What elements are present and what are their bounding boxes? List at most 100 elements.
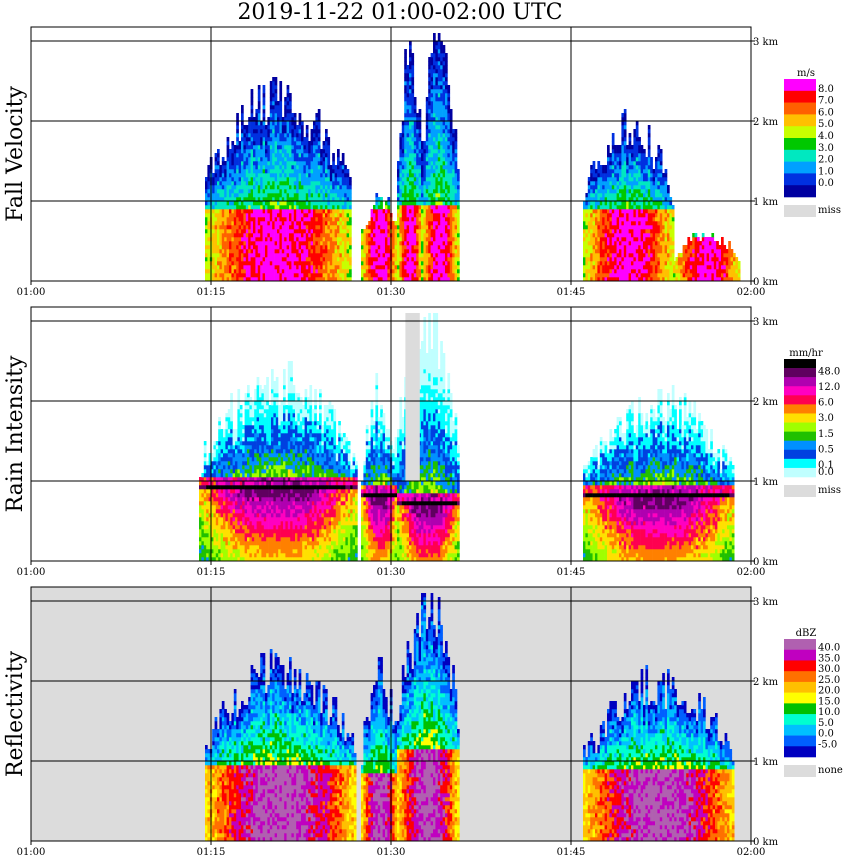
legend-swatch xyxy=(784,90,816,103)
legend: mm/hr 48.0 12.0 6.0 3.0 1.5 0.5 0.10.0 miss xyxy=(784,348,841,497)
panel-ylabel: Reflectivity xyxy=(3,650,28,777)
panel-reflectivity: 0 km 1 km 2 km 3 km 01:00 01:15 01:30 01:45 02:0… xyxy=(3,586,843,858)
legend-label: 25.0 xyxy=(818,675,840,686)
legend-swatch xyxy=(784,649,816,661)
y-tick-label: 0 km xyxy=(753,557,779,568)
y-tick-label: 3 km xyxy=(753,317,779,328)
legend-label: 0.0 xyxy=(818,467,834,478)
x-tick-label: 01:45 xyxy=(557,567,586,578)
panel-fall-velocity: 0 km 1 km 2 km 3 km 01:00 01:15 01:30 01:45 02:0… xyxy=(3,26,841,298)
legend-swatch xyxy=(784,724,816,736)
y-tick-label: 2 km xyxy=(753,677,779,688)
legend-swatch xyxy=(784,458,816,469)
legend-label: 15.0 xyxy=(818,696,840,707)
x-tick-label: 02:00 xyxy=(737,847,766,858)
legend-label: 3.0 xyxy=(818,413,834,424)
legend-swatch xyxy=(784,368,816,378)
panel-rain-intensity: 0 km 1 km 2 km 3 km 01:00 01:15 01:30 01:45 02:0… xyxy=(3,306,841,578)
x-tick-label: 01:00 xyxy=(17,287,46,298)
y-tick-label: 0 km xyxy=(753,837,779,848)
legend-label: 0.5 xyxy=(818,444,834,455)
echo-cells xyxy=(205,33,741,282)
legend-missing-swatch xyxy=(784,485,816,497)
legend-label: 5.0 xyxy=(818,119,834,130)
legend-label: 0.0 xyxy=(818,729,834,740)
legend-label: 20.0 xyxy=(818,686,840,697)
legend-swatch xyxy=(784,467,816,478)
legend-unit: mm/hr xyxy=(789,348,823,359)
x-tick-label: 02:00 xyxy=(737,567,766,578)
x-tick-label: 01:30 xyxy=(377,567,406,578)
legend-swatch xyxy=(784,703,816,715)
x-tick-label: 02:00 xyxy=(737,287,766,298)
legend-label: 48.0 xyxy=(818,367,840,378)
legend-swatch xyxy=(784,671,816,683)
legend-label: 5.0 xyxy=(818,718,834,729)
legend-swatch xyxy=(784,639,816,651)
legend-swatch xyxy=(784,102,816,115)
legend-swatch xyxy=(784,422,816,432)
legend-swatch xyxy=(784,149,816,162)
y-tick-label: 1 km xyxy=(753,757,779,768)
y-tick-label: 0 km xyxy=(753,277,779,288)
legend-label: 7.0 xyxy=(818,96,834,107)
y-tick-label: 2 km xyxy=(753,397,779,408)
legend-label: 40.0 xyxy=(818,643,840,654)
panel-ylabel: Rain Intensity xyxy=(3,355,28,512)
x-tick-label: 01:45 xyxy=(557,847,586,858)
x-tick-label: 01:15 xyxy=(197,847,226,858)
x-tick-label: 01:30 xyxy=(377,847,406,858)
legend-swatch xyxy=(784,138,816,151)
legend-label: 35.0 xyxy=(818,653,840,664)
y-tick-label: 3 km xyxy=(753,597,779,608)
legend-swatch xyxy=(784,440,816,451)
y-tick-label: 2 km xyxy=(753,117,779,128)
legend-unit: m/s xyxy=(797,68,815,79)
legend-label: 12.0 xyxy=(818,382,840,393)
legend-swatch xyxy=(784,681,816,693)
legend-missing-swatch xyxy=(784,205,816,217)
legend-label: 0.1 xyxy=(818,460,834,471)
legend-label: 4.0 xyxy=(818,131,834,142)
legend-label: 30.0 xyxy=(818,664,840,675)
y-tick-label: 3 km xyxy=(753,37,779,48)
legend-swatch xyxy=(784,714,816,726)
legend-missing-label: miss xyxy=(818,485,841,496)
panel-ylabel: Fall Velocity xyxy=(3,86,28,222)
x-tick-label: 01:00 xyxy=(17,567,46,578)
x-tick-label: 01:30 xyxy=(377,287,406,298)
x-tick-label: 01:45 xyxy=(557,287,586,298)
legend-swatch xyxy=(784,377,816,387)
legend-label: 0.0 xyxy=(818,178,834,189)
legend-label: 8.0 xyxy=(818,84,834,95)
legend-label: 10.0 xyxy=(818,707,840,718)
legend-swatch xyxy=(784,735,816,747)
legend-swatch xyxy=(784,386,816,396)
legend-swatch xyxy=(784,431,816,441)
missing-column xyxy=(405,313,420,481)
legend-swatch xyxy=(784,114,816,127)
legend-missing-swatch xyxy=(784,765,816,777)
y-tick-label: 1 km xyxy=(753,197,779,208)
legend-swatch xyxy=(784,404,816,414)
legend-swatch xyxy=(784,359,816,369)
legend-missing-label: none xyxy=(818,765,843,776)
legend-label: 1.0 xyxy=(818,166,834,177)
y-tick-label: 1 km xyxy=(753,477,779,488)
legend-swatch xyxy=(784,161,816,174)
legend-label: 6.0 xyxy=(818,398,834,409)
x-tick-label: 01:15 xyxy=(197,287,226,298)
legend-swatch xyxy=(784,126,816,139)
echo-cells xyxy=(199,313,735,562)
legend-swatch xyxy=(784,449,816,460)
legend-unit: dBZ xyxy=(796,628,817,639)
legend-swatch xyxy=(784,395,816,405)
x-tick-label: 01:00 xyxy=(17,847,46,858)
legend-label: 3.0 xyxy=(818,143,834,154)
legend-swatch xyxy=(784,746,816,758)
legend-swatch xyxy=(784,185,816,198)
echo-cells xyxy=(205,593,735,842)
page-title: 2019-11-22 01:00-02:00 UTC xyxy=(237,0,563,25)
legend-label: 6.0 xyxy=(818,107,834,118)
